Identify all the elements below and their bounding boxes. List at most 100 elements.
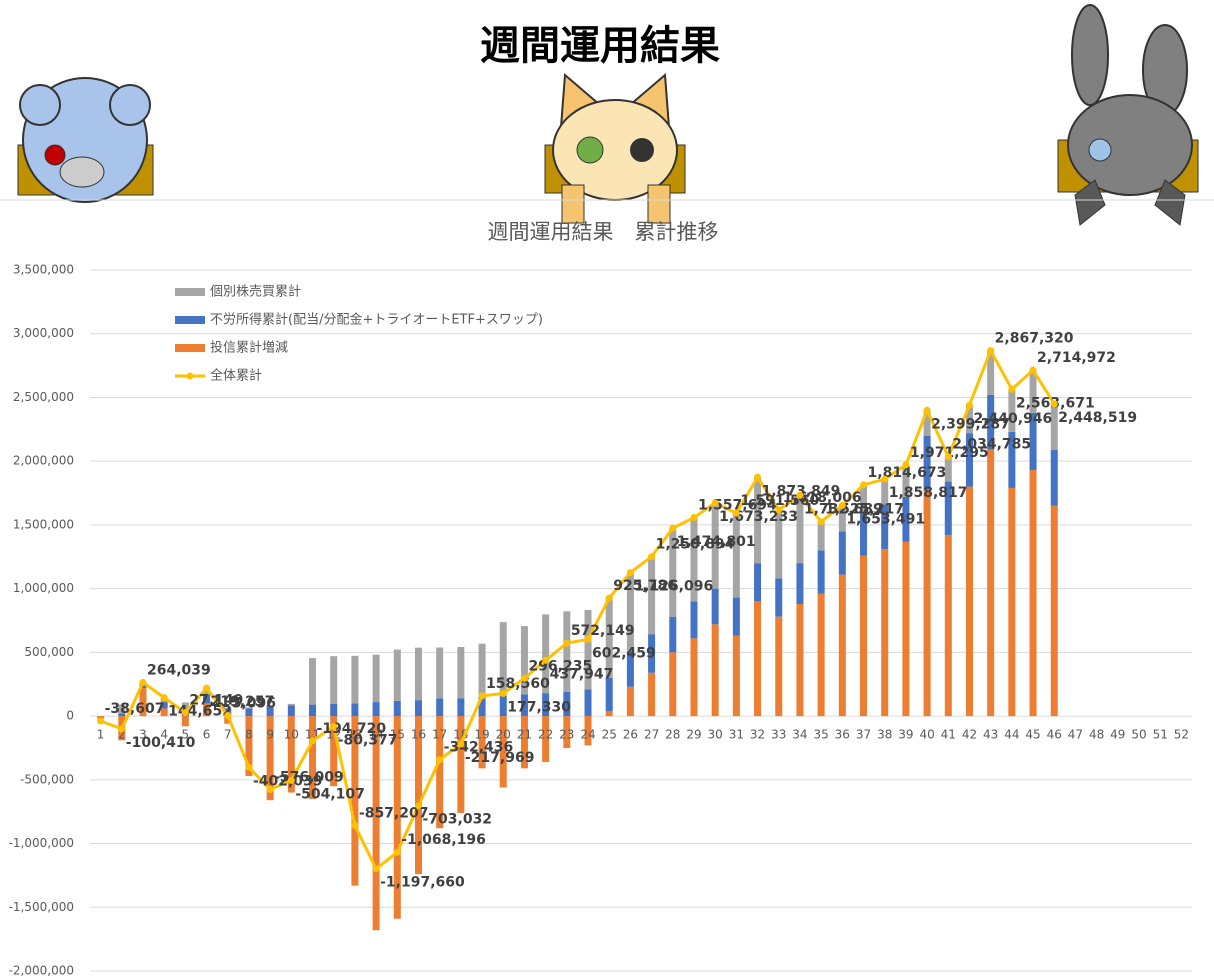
bar bbox=[923, 410, 931, 436]
line-point bbox=[584, 635, 592, 643]
line bbox=[100, 347, 1056, 872]
legend-swatch bbox=[175, 344, 205, 352]
y-tick-label: 1,500,000 bbox=[13, 517, 74, 531]
x-tick-label: 20 bbox=[496, 728, 511, 742]
data-label: 1,673,233 bbox=[719, 509, 798, 525]
bar bbox=[414, 647, 422, 701]
bar bbox=[796, 495, 804, 564]
data-label: 158,560 bbox=[486, 676, 550, 692]
y-tick-label: 500,000 bbox=[24, 645, 74, 659]
line-point bbox=[796, 491, 804, 499]
legend-swatch bbox=[186, 372, 194, 380]
bar bbox=[499, 695, 507, 717]
y-tick-label: -2,000,000 bbox=[9, 964, 74, 978]
bar bbox=[139, 688, 147, 717]
bar bbox=[118, 704, 126, 714]
bar bbox=[181, 702, 189, 710]
x-tick-label: 36 bbox=[835, 728, 850, 742]
data-label: 264,039 bbox=[147, 662, 211, 678]
bar bbox=[711, 588, 719, 625]
y-tick-label: 0 bbox=[66, 709, 74, 723]
line-point bbox=[97, 717, 105, 725]
data-label: 2,399,287 bbox=[931, 416, 1010, 432]
data-label: 2,867,320 bbox=[995, 331, 1074, 347]
bar bbox=[690, 601, 698, 639]
bar bbox=[669, 616, 677, 653]
bar bbox=[1029, 412, 1037, 471]
bar bbox=[881, 549, 889, 717]
x-tick-label: 9 bbox=[266, 728, 274, 742]
bar bbox=[902, 496, 910, 542]
line-point bbox=[648, 553, 656, 561]
bar bbox=[563, 611, 571, 692]
legend-label: 不労所得累計(配当/分配金+トライオートETF+スワップ) bbox=[210, 312, 543, 328]
x-tick-label: 39 bbox=[898, 728, 913, 742]
bar bbox=[245, 708, 253, 717]
bar bbox=[287, 703, 295, 706]
bar bbox=[542, 614, 550, 694]
bar bbox=[97, 716, 105, 719]
bar bbox=[266, 716, 274, 801]
data-label: 1,873,849 bbox=[762, 483, 841, 499]
bar bbox=[436, 698, 444, 717]
data-label: 219,257 bbox=[211, 694, 275, 710]
x-tick-label: 26 bbox=[623, 728, 638, 742]
bar bbox=[266, 705, 274, 706]
line-point bbox=[860, 481, 868, 489]
bar bbox=[817, 521, 825, 551]
bar bbox=[817, 550, 825, 594]
bar bbox=[732, 513, 740, 598]
y-tick-label: -1,000,000 bbox=[9, 836, 74, 850]
data-label: 2,714,972 bbox=[1037, 350, 1116, 366]
bar bbox=[944, 481, 952, 536]
bar bbox=[648, 556, 656, 635]
y-tick-label: -1,500,000 bbox=[9, 900, 74, 914]
bar bbox=[584, 716, 592, 746]
bar bbox=[669, 528, 677, 617]
x-tick-label: 31 bbox=[729, 728, 744, 742]
data-label: 1,732,689 bbox=[804, 501, 883, 517]
data-label: -857,207 bbox=[359, 805, 429, 821]
data-label: 2,448,519 bbox=[1058, 410, 1137, 426]
x-tick-label: 2 bbox=[118, 728, 126, 742]
line-point bbox=[563, 639, 571, 647]
bar bbox=[944, 456, 952, 482]
data-label: 572,149 bbox=[571, 623, 635, 639]
line-point bbox=[775, 506, 783, 514]
x-tick-label: 42 bbox=[962, 728, 977, 742]
bar bbox=[330, 656, 338, 704]
bar bbox=[838, 531, 846, 575]
x-tick-label: 17 bbox=[432, 728, 447, 742]
bar bbox=[542, 693, 550, 717]
x-tick-label: 5 bbox=[182, 728, 190, 742]
bar bbox=[838, 505, 846, 532]
x-tick-label: 15 bbox=[390, 728, 405, 742]
bar bbox=[245, 716, 253, 776]
bar bbox=[987, 449, 995, 717]
line-point bbox=[605, 594, 613, 602]
data-label: 2,034,785 bbox=[952, 437, 1031, 453]
bar bbox=[775, 509, 783, 579]
bar bbox=[372, 702, 380, 717]
bar bbox=[626, 651, 634, 687]
bar bbox=[478, 716, 486, 769]
bar bbox=[944, 535, 952, 717]
bar bbox=[266, 705, 274, 717]
line-point bbox=[987, 347, 995, 355]
line-point bbox=[181, 709, 189, 717]
bar bbox=[118, 713, 126, 717]
bar bbox=[775, 616, 783, 717]
x-tick-label: 28 bbox=[665, 728, 680, 742]
data-label: -80,377 bbox=[338, 732, 398, 748]
line-point bbox=[520, 674, 528, 682]
data-label: 437,947 bbox=[550, 666, 614, 682]
bar bbox=[965, 404, 973, 434]
data-label: -1,197,660 bbox=[380, 875, 465, 891]
bar bbox=[1050, 505, 1058, 717]
bar bbox=[520, 626, 528, 695]
bar bbox=[457, 647, 465, 699]
bar bbox=[203, 694, 211, 704]
bar bbox=[796, 563, 804, 604]
data-label: 5,096 bbox=[232, 695, 276, 711]
